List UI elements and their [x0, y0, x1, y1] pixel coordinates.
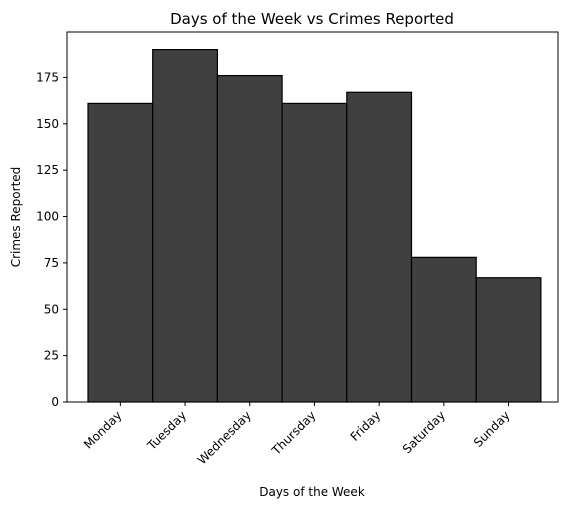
x-tick-label-saturday: Saturday — [400, 408, 448, 456]
bar-friday — [346, 91, 413, 403]
bar-thursday — [281, 102, 348, 403]
x-axis: Monday Tuesday Wednesday Thursday Friday Satu… — [81, 402, 513, 467]
y-tick-label: 150 — [36, 117, 59, 131]
bar-saturday — [410, 256, 477, 403]
x-tick-label-sunday: Sunday — [471, 408, 513, 450]
bar-monday — [87, 102, 154, 403]
y-tick-label: 100 — [36, 210, 59, 224]
chart-title: Days of the Week vs Crimes Reported — [170, 10, 454, 28]
x-tick-label-monday: Monday — [81, 408, 124, 451]
x-tick-label-wednesday: Wednesday — [195, 408, 254, 467]
x-tick-label-tuesday: Tuesday — [144, 408, 189, 453]
bar-sunday — [475, 277, 542, 403]
y-tick-label: 125 — [36, 163, 59, 177]
x-tick-label-thursday: Thursday — [268, 408, 318, 458]
bar-tuesday — [152, 49, 218, 403]
y-tick-label: 75 — [44, 256, 59, 270]
y-tick-label: 175 — [36, 70, 59, 84]
y-axis-label: Crimes Reported — [9, 167, 23, 268]
y-axis: 0 25 50 75 100 125 150 175 — [36, 70, 67, 409]
bars-group — [87, 49, 542, 403]
y-tick-label: 0 — [51, 395, 59, 409]
x-axis-label: Days of the Week — [259, 485, 365, 499]
y-tick-label: 25 — [44, 349, 59, 363]
bar-wednesday — [216, 74, 283, 403]
x-tick-label-friday: Friday — [348, 408, 384, 444]
y-tick-label: 50 — [44, 302, 59, 316]
